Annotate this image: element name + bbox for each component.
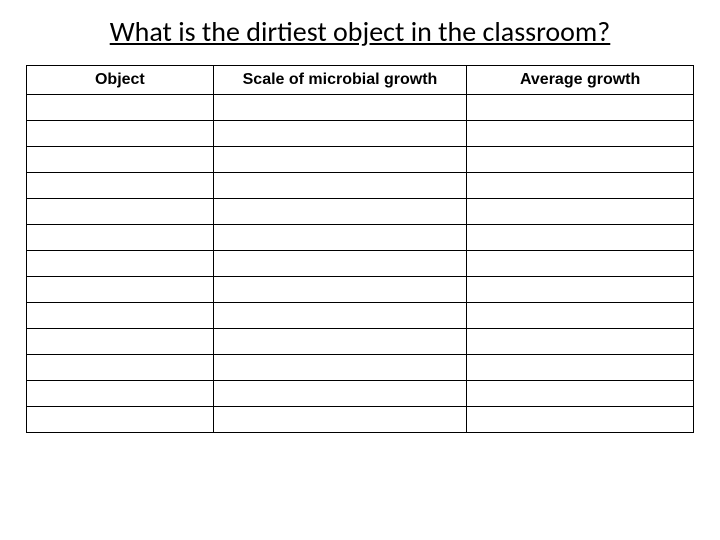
- cell: [467, 407, 694, 433]
- cell: [213, 329, 466, 355]
- cell: [27, 277, 214, 303]
- cell: [27, 329, 214, 355]
- cell: [467, 121, 694, 147]
- cell: [467, 147, 694, 173]
- cell: [27, 147, 214, 173]
- table-row: [27, 147, 694, 173]
- cell: [27, 121, 214, 147]
- col-header-average: Average growth: [467, 66, 694, 95]
- table-row: [27, 381, 694, 407]
- table-row: [27, 95, 694, 121]
- table-header-row: Object Scale of microbial growth Average…: [27, 66, 694, 95]
- col-header-scale: Scale of microbial growth: [213, 66, 466, 95]
- cell: [27, 303, 214, 329]
- table-row: [27, 173, 694, 199]
- table-row: [27, 251, 694, 277]
- table-row: [27, 407, 694, 433]
- cell: [467, 277, 694, 303]
- cell: [213, 407, 466, 433]
- cell: [213, 95, 466, 121]
- table-row: [27, 121, 694, 147]
- table-body: [27, 95, 694, 433]
- cell: [27, 251, 214, 277]
- cell: [27, 355, 214, 381]
- cell: [27, 199, 214, 225]
- table-row: [27, 355, 694, 381]
- cell: [467, 381, 694, 407]
- cell: [213, 277, 466, 303]
- cell: [467, 303, 694, 329]
- cell: [467, 225, 694, 251]
- cell: [213, 147, 466, 173]
- cell: [467, 329, 694, 355]
- table-row: [27, 329, 694, 355]
- cell: [467, 95, 694, 121]
- cell: [27, 407, 214, 433]
- table-row: [27, 225, 694, 251]
- page-title: What is the dirtiest object in the class…: [0, 0, 720, 65]
- cell: [213, 303, 466, 329]
- cell: [467, 355, 694, 381]
- cell: [27, 381, 214, 407]
- data-table-container: Object Scale of microbial growth Average…: [0, 65, 720, 433]
- table-row: [27, 303, 694, 329]
- cell: [213, 381, 466, 407]
- cell: [467, 199, 694, 225]
- cell: [213, 173, 466, 199]
- cell: [27, 173, 214, 199]
- cell: [213, 121, 466, 147]
- cell: [27, 95, 214, 121]
- table-row: [27, 199, 694, 225]
- cell: [27, 225, 214, 251]
- data-table: Object Scale of microbial growth Average…: [26, 65, 694, 433]
- table-row: [27, 277, 694, 303]
- cell: [213, 225, 466, 251]
- cell: [213, 251, 466, 277]
- cell: [213, 199, 466, 225]
- col-header-object: Object: [27, 66, 214, 95]
- cell: [467, 173, 694, 199]
- cell: [467, 251, 694, 277]
- cell: [213, 355, 466, 381]
